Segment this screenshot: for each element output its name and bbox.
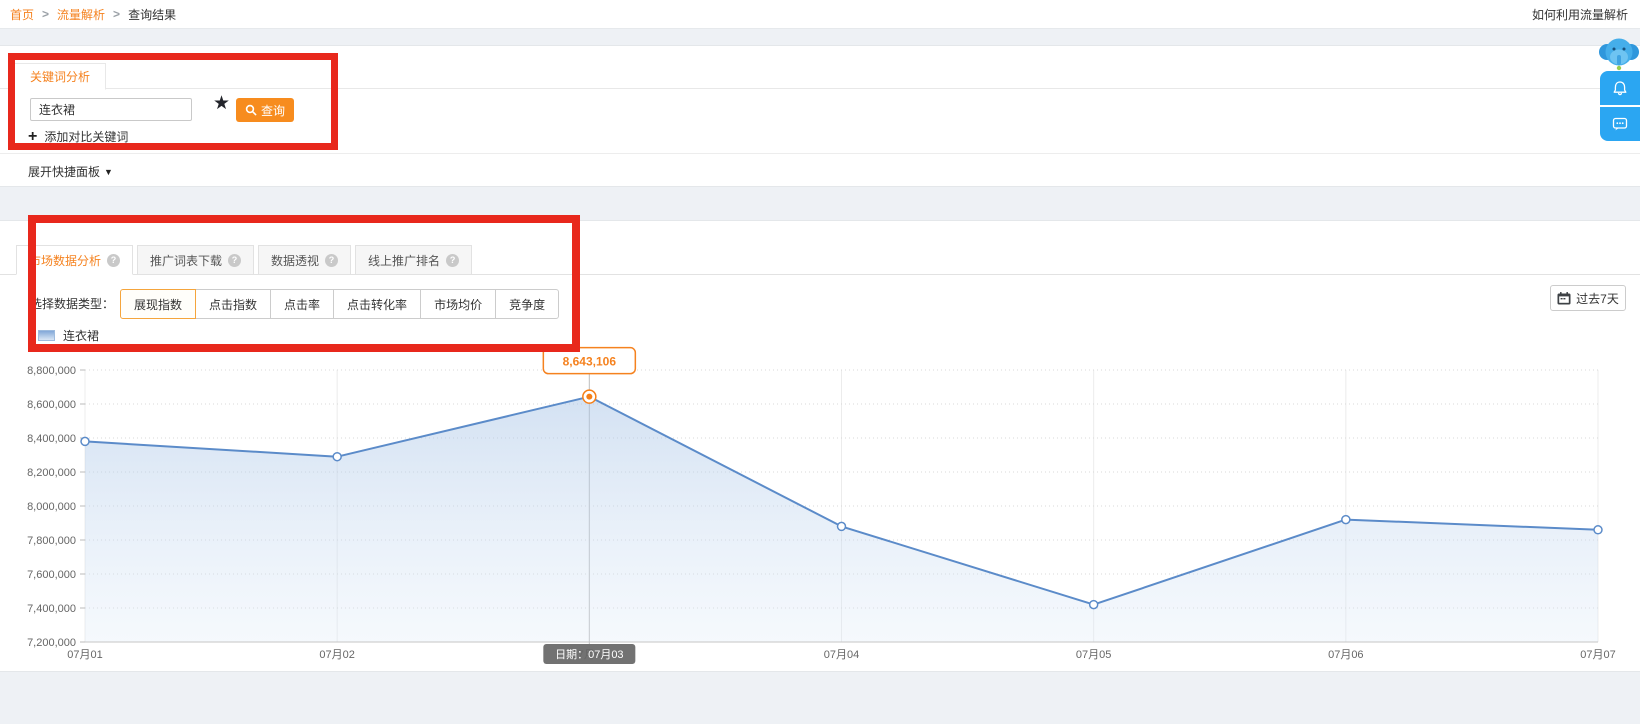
help-icon[interactable]: ?	[107, 253, 121, 267]
data-point[interactable]	[80, 436, 90, 447]
add-compare-label: 添加对比关键词	[44, 130, 129, 144]
trend-chart: 8,800,000 8,600,000 8,400,000 8,200,000 8,00…	[27, 346, 1616, 664]
breadcrumb: 首页 > 流量解析 > 查询结果	[10, 6, 176, 23]
value-tooltip-label: 8,643,106	[563, 355, 617, 369]
y-axis-label: 8,000,000	[27, 501, 76, 513]
top-bar: 首页 > 流量解析 > 查询结果 如何利用流量解析	[0, 0, 1640, 29]
keyword-analysis-card: 关键词分析 ★ 查询 + 添加对比关键词 展开快捷面板 ▼	[0, 45, 1640, 187]
breadcrumb-item: 查询结果	[128, 7, 177, 22]
search-icon	[245, 104, 257, 116]
legend-label: 连衣裙	[63, 329, 100, 343]
keyword-input[interactable]	[30, 98, 192, 121]
breadcrumb-item[interactable]: 首页	[10, 7, 35, 22]
help-link[interactable]: 如何利用流量解析	[1531, 7, 1628, 22]
breadcrumb-separator: >	[113, 7, 121, 21]
y-axis-label: 8,800,000	[27, 365, 76, 377]
y-axis-label: 8,600,000	[27, 399, 76, 411]
mascot-icon[interactable]	[1599, 34, 1639, 72]
caret-down-icon: ▼	[104, 166, 113, 177]
x-axis-label: 07月05	[1076, 649, 1111, 661]
analysis-tab-label: 数据透视	[271, 253, 320, 268]
calendar-icon	[1557, 291, 1571, 304]
analysis-tab[interactable]: 市场数据分析?	[16, 245, 134, 275]
chat-icon	[1612, 117, 1628, 131]
datatype-option[interactable]: 竞争度	[495, 289, 560, 319]
plus-icon: +	[28, 127, 38, 145]
add-compare-keyword[interactable]: + 添加对比关键词	[28, 128, 128, 145]
bell-button[interactable]	[1600, 71, 1640, 105]
area-fill	[85, 396, 1598, 642]
legend[interactable]: 连衣裙	[38, 327, 99, 344]
data-point[interactable]	[332, 451, 342, 462]
analysis-tab-label: 市场数据分析	[29, 253, 102, 268]
datatype-option[interactable]: 展现指数	[120, 289, 197, 319]
expand-quick-panel[interactable]: 展开快捷面板 ▼	[28, 163, 113, 180]
helper-widget	[1600, 71, 1640, 141]
datatype-option[interactable]: 点击指数	[195, 289, 272, 319]
analysis-tab-label: 线上推广排名	[368, 253, 441, 268]
y-axis-label: 7,200,000	[27, 637, 76, 649]
y-axis-label: 7,400,000	[27, 603, 76, 615]
date-range-label: 过去7天	[1576, 291, 1619, 306]
help-icon[interactable]: ?	[446, 253, 460, 267]
search-button-label: 查询	[260, 103, 285, 118]
legend-swatch	[38, 330, 55, 341]
keyword-analysis-tab[interactable]: 关键词分析	[14, 63, 107, 90]
datatype-option[interactable]: 点击转化率	[333, 289, 422, 319]
keyword-tab-row	[0, 46, 1640, 89]
x-axis-label: 07月01	[67, 649, 102, 661]
divider	[0, 153, 1640, 154]
x-axis-label: 07月04	[824, 649, 859, 661]
expand-label: 展开快捷面板	[28, 165, 101, 179]
data-point[interactable]	[1593, 525, 1603, 535]
help-icon[interactable]: ?	[228, 253, 242, 267]
datatype-options: 展现指数 点击指数 点击率 点击转化率 市场均价 竞争度	[120, 289, 560, 319]
tabs-border	[0, 274, 1640, 275]
date-badge-label: 日期：07月03	[555, 648, 623, 661]
data-point[interactable]	[1088, 599, 1099, 610]
analysis-tabs: 市场数据分析? 推广词表下载? 数据透视? 线上推广排名?	[16, 245, 473, 275]
bell-icon	[1613, 81, 1627, 96]
value-tooltip	[542, 346, 637, 375]
data-point[interactable]	[836, 521, 847, 532]
datatype-option[interactable]: 点击率	[270, 289, 335, 319]
x-axis-label: 07月02	[319, 649, 354, 661]
y-axis-label: 7,800,000	[27, 535, 76, 547]
data-point[interactable]	[1341, 514, 1351, 525]
y-axis-label: 8,200,000	[27, 467, 76, 479]
chat-button[interactable]	[1600, 107, 1640, 141]
y-axis-label: 7,600,000	[27, 569, 76, 581]
date-range-button[interactable]: 过去7天	[1550, 285, 1626, 311]
analysis-tab[interactable]: 推广词表下载?	[137, 245, 255, 275]
x-axis-label: 07月07	[1580, 649, 1615, 661]
date-badge	[543, 644, 636, 664]
breadcrumb-separator: >	[42, 7, 50, 21]
search-button[interactable]: 查询	[236, 98, 294, 122]
favorite-star-icon[interactable]: ★	[213, 93, 231, 114]
y-axis-label: 8,400,000	[27, 433, 76, 445]
breadcrumb-item[interactable]: 流量解析	[57, 7, 106, 22]
datatype-label: 选择数据类型：	[30, 297, 115, 311]
x-axis-label: 07月06	[1328, 649, 1363, 661]
analysis-tab-label: 推广词表下载	[150, 253, 223, 268]
data-point-highlighted-center	[586, 393, 593, 400]
datatype-option[interactable]: 市场均价	[420, 289, 497, 319]
help-icon[interactable]: ?	[325, 253, 339, 267]
analysis-tab[interactable]: 线上推广排名?	[355, 245, 473, 275]
analysis-tab[interactable]: 数据透视?	[258, 245, 352, 275]
